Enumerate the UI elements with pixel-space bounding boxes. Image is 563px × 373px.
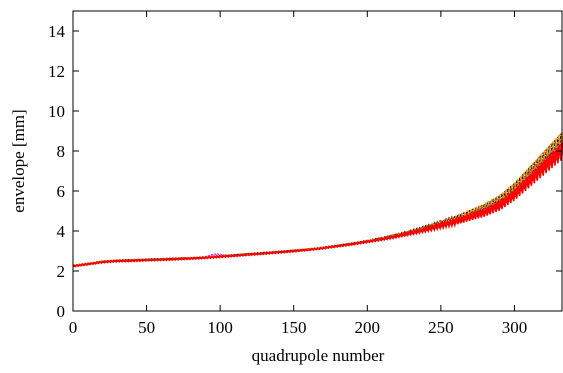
y-tick-label: 0 — [57, 302, 66, 321]
x-tick-label: 50 — [138, 318, 155, 337]
ticks-layer: 0 50 100 150 200 250 300 0 2 4 6 8 10 12 14 — [48, 11, 562, 337]
y-tick-label: 6 — [57, 182, 66, 201]
y-tick-label: 4 — [57, 222, 66, 241]
y-tick-label: 8 — [57, 142, 66, 161]
x-tick-label: 0 — [69, 318, 78, 337]
series-line — [72, 136, 563, 267]
y-axis-title: envelope [mm] — [9, 109, 28, 212]
x-tick-label: 100 — [207, 318, 233, 337]
plot-frame — [72, 10, 563, 312]
series-line — [72, 133, 563, 268]
y-tick-label: 2 — [57, 262, 66, 281]
y-tick-label: 10 — [48, 102, 65, 121]
series-line — [72, 133, 563, 267]
y-tick-label: 12 — [48, 62, 65, 81]
series-line — [72, 133, 563, 267]
x-tick-label: 200 — [355, 318, 381, 337]
series-line — [72, 130, 563, 267]
x-tick-label: 250 — [428, 318, 454, 337]
series-layer — [72, 130, 563, 268]
x-tick-label: 150 — [281, 318, 307, 337]
x-tick-label: 300 — [502, 318, 528, 337]
y-tick-label: 14 — [48, 22, 66, 41]
x-axis-title: quadrupole number — [252, 346, 385, 365]
series-line — [72, 142, 563, 268]
